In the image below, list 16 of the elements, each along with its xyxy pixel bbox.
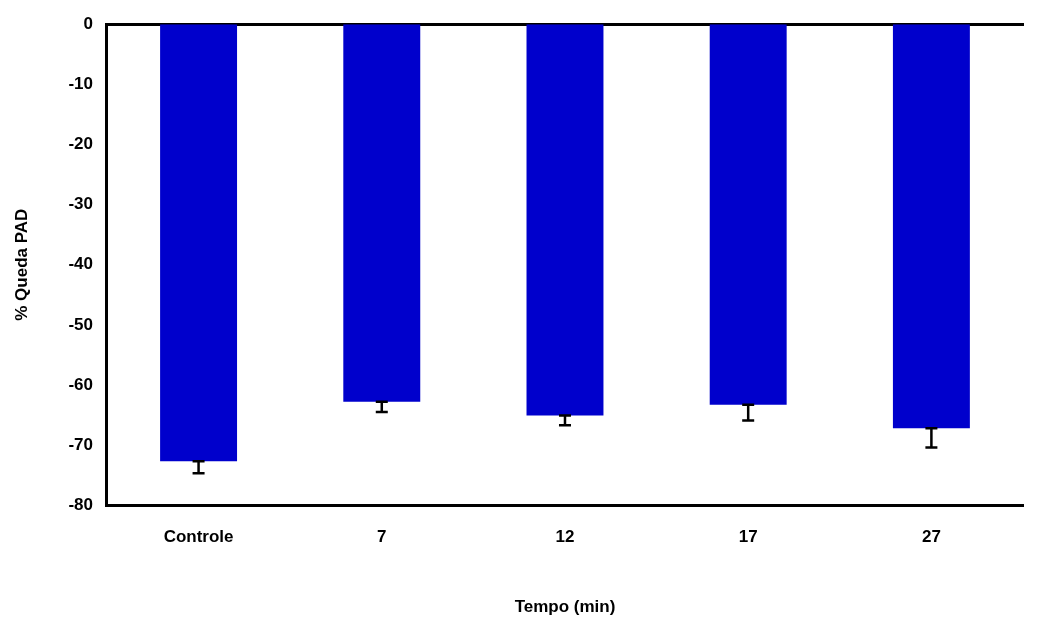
x-tick-label: 27: [921, 527, 941, 547]
y-tick-label: -20: [68, 134, 93, 154]
x-tick-label: 12: [555, 527, 575, 547]
y-tick-label: -70: [68, 434, 93, 454]
x-tick-label: 17: [738, 527, 758, 547]
y-tick-label: -10: [68, 74, 93, 94]
y-tick-label: 0: [83, 13, 93, 33]
y-tick-label: -50: [68, 314, 93, 334]
x-tick-label: Controle: [163, 527, 234, 547]
y-tick-label: -40: [68, 254, 93, 274]
y-tick-label: -60: [68, 374, 93, 394]
x-axis-title: Tempo (min): [514, 597, 616, 617]
x-tick-label: 7: [377, 527, 387, 547]
y-tick-label: -80: [68, 494, 93, 514]
y-axis-title: % Queda PAD: [11, 208, 31, 321]
y-tick-label: -30: [68, 194, 93, 214]
